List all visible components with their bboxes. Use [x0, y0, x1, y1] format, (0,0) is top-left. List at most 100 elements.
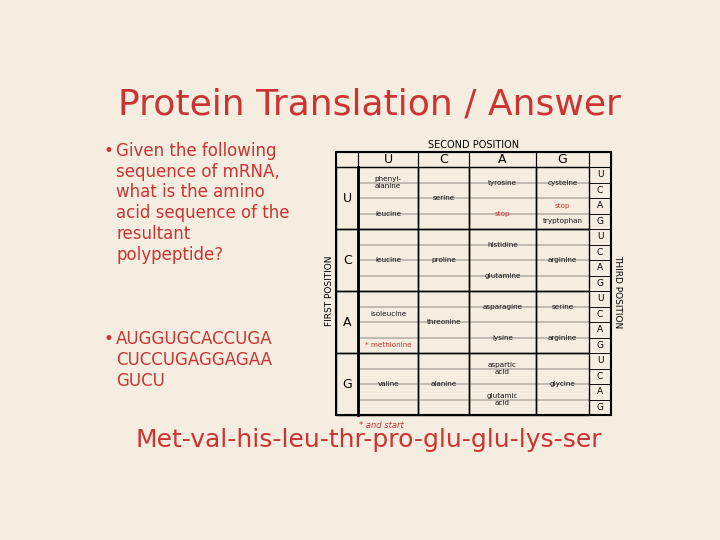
Bar	[590, 229, 611, 245]
Bar	[469, 167, 536, 229]
Text: arginine: arginine	[548, 335, 577, 341]
Text: C: C	[597, 372, 603, 381]
Text: arginine: arginine	[548, 257, 577, 263]
Text: G: G	[557, 153, 567, 166]
Text: cysteine: cysteine	[547, 180, 577, 186]
Text: Protein Translation / Answer: Protein Translation / Answer	[117, 88, 621, 122]
Text: * and start: * and start	[359, 421, 404, 430]
Text: tryptophan: tryptophan	[542, 219, 582, 225]
Bar	[590, 152, 611, 167]
Bar	[590, 260, 611, 276]
Text: A: A	[343, 316, 351, 329]
Text: acid sequence of the: acid sequence of the	[117, 204, 290, 222]
Text: valine: valine	[377, 381, 399, 387]
Text: C: C	[597, 186, 603, 195]
Text: GUCU: GUCU	[117, 372, 165, 390]
Text: •: •	[104, 330, 114, 348]
Text: A: A	[597, 264, 603, 273]
Text: CUCCUGAGGAGAA: CUCCUGAGGAGAA	[117, 351, 272, 369]
Bar	[358, 353, 418, 415]
Bar	[469, 353, 536, 415]
Text: glutamic
acid: glutamic acid	[487, 393, 518, 406]
Bar	[590, 338, 611, 353]
Text: polypeptide?: polypeptide?	[117, 246, 223, 264]
Text: tyrosine: tyrosine	[488, 180, 517, 186]
Text: aspartic
acid: aspartic acid	[488, 362, 517, 375]
Bar	[469, 229, 536, 291]
Text: phenyl-
alanine: phenyl- alanine	[374, 176, 402, 189]
Text: G: G	[342, 377, 352, 390]
Text: THIRD POSITION: THIRD POSITION	[613, 254, 622, 328]
Text: C: C	[597, 310, 603, 319]
Text: C: C	[597, 248, 603, 257]
Bar	[358, 167, 418, 229]
Text: isoleucine: isoleucine	[370, 312, 406, 318]
Bar	[418, 167, 469, 229]
Text: lysine: lysine	[492, 335, 513, 341]
Text: G: G	[597, 403, 603, 412]
Text: what is the amino: what is the amino	[117, 184, 265, 201]
Bar	[536, 291, 590, 353]
Text: C: C	[439, 153, 449, 166]
Text: AUGGUGCACCUGA: AUGGUGCACCUGA	[117, 330, 273, 348]
Text: leucine: leucine	[375, 257, 401, 263]
Text: U: U	[597, 232, 603, 241]
Bar	[536, 167, 590, 229]
Bar	[590, 245, 611, 260]
Bar	[536, 353, 590, 415]
Bar	[590, 198, 611, 214]
Bar	[590, 400, 611, 415]
Text: G: G	[597, 279, 603, 288]
Bar	[358, 229, 418, 291]
Text: G: G	[597, 217, 603, 226]
Bar	[590, 369, 611, 384]
Bar	[336, 167, 358, 229]
Bar	[336, 291, 358, 353]
Bar	[536, 229, 590, 291]
Bar	[590, 353, 611, 369]
Text: A: A	[498, 153, 507, 166]
Text: Met-val-his-leu-thr-pro-glu-glu-lys-ser: Met-val-his-leu-thr-pro-glu-glu-lys-ser	[135, 428, 603, 452]
Text: U: U	[343, 192, 352, 205]
Bar	[590, 322, 611, 338]
Bar	[590, 291, 611, 307]
Text: stop: stop	[554, 203, 570, 209]
Bar	[590, 384, 611, 400]
Bar	[469, 291, 536, 353]
Text: A: A	[597, 387, 603, 396]
Bar	[336, 152, 611, 415]
Text: histidine: histidine	[487, 242, 518, 248]
Bar	[590, 167, 611, 183]
Bar	[336, 353, 358, 415]
Text: C: C	[343, 254, 351, 267]
Text: A: A	[597, 326, 603, 334]
Bar	[536, 152, 590, 167]
Text: stop: stop	[495, 211, 510, 217]
Text: serine: serine	[433, 195, 455, 201]
Text: serine: serine	[552, 303, 574, 309]
Text: SECOND POSITION: SECOND POSITION	[428, 140, 519, 150]
Text: asparagine: asparagine	[482, 303, 523, 309]
Bar	[418, 152, 469, 167]
Text: Given the following: Given the following	[117, 142, 277, 160]
Bar	[418, 229, 469, 291]
Bar	[358, 152, 418, 167]
Bar	[336, 229, 358, 291]
Bar	[590, 307, 611, 322]
Text: * methionine: * methionine	[365, 342, 412, 348]
Text: proline: proline	[431, 257, 456, 263]
Text: G: G	[597, 341, 603, 350]
Text: leucine: leucine	[375, 211, 401, 217]
Text: FIRST POSITION: FIRST POSITION	[325, 256, 334, 326]
Bar	[590, 183, 611, 198]
Text: alanine: alanine	[431, 381, 457, 387]
Text: glycine: glycine	[549, 381, 575, 387]
Bar	[336, 152, 358, 167]
Bar	[358, 291, 418, 353]
Text: threonine: threonine	[426, 319, 461, 325]
Bar	[418, 353, 469, 415]
Bar	[418, 291, 469, 353]
Text: sequence of mRNA,: sequence of mRNA,	[117, 163, 280, 180]
Bar	[590, 214, 611, 229]
Text: U: U	[597, 171, 603, 179]
